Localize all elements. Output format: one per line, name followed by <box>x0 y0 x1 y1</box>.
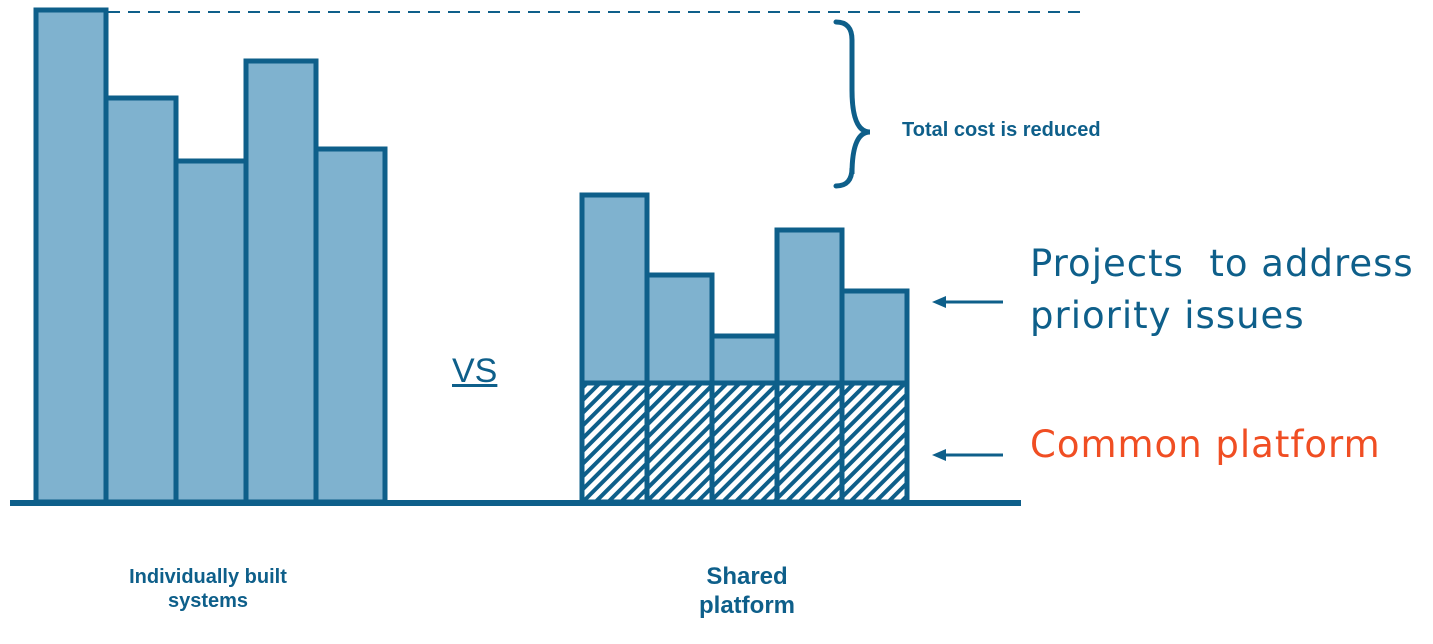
cost-reduced-label: Total cost is reduced <box>902 119 1101 141</box>
platform-arrow <box>932 449 1003 461</box>
shared-project-bar-5 <box>839 288 910 386</box>
individual-bar-4 <box>243 58 319 505</box>
platform-block-2 <box>644 380 715 505</box>
individual-caption-line-1: Individually built <box>129 566 287 588</box>
shared-caption-line-2: platform <box>699 592 795 620</box>
shared-platform-caption: Shared platform <box>662 562 832 621</box>
platform-block-5 <box>839 380 910 505</box>
common-platform-blocks <box>579 380 910 505</box>
common-platform-label: Common platform <box>1030 423 1381 466</box>
projects-label: Projects to address priority issues <box>1030 238 1414 342</box>
individual-bar-1 <box>33 7 109 505</box>
shared-project-bar-3 <box>709 333 780 386</box>
individual-bar-5 <box>313 146 388 505</box>
individual-systems-caption: Individually built systems <box>58 565 358 614</box>
platform-block-3 <box>709 380 780 505</box>
versus-label: VS <box>452 352 498 390</box>
shared-project-bar-4 <box>774 227 845 386</box>
shared-project-bar-1 <box>579 192 650 386</box>
shared-caption-line-1: Shared <box>706 563 788 590</box>
shared-project-bars <box>579 192 910 386</box>
individual-bar-2 <box>103 95 179 505</box>
projects-arrow <box>932 296 1003 308</box>
individual-bar-3 <box>173 158 249 505</box>
individual-caption-line-2: systems <box>167 590 249 613</box>
shared-project-bar-2 <box>644 272 715 386</box>
projects-label-line-1: Projects to address <box>1030 242 1414 285</box>
individual-systems-bars <box>33 7 388 505</box>
platform-block-4 <box>774 380 845 505</box>
platform-block-1 <box>579 380 650 505</box>
cost-reduction-brace <box>833 19 871 189</box>
projects-label-line-2: priority issues <box>1030 293 1305 337</box>
